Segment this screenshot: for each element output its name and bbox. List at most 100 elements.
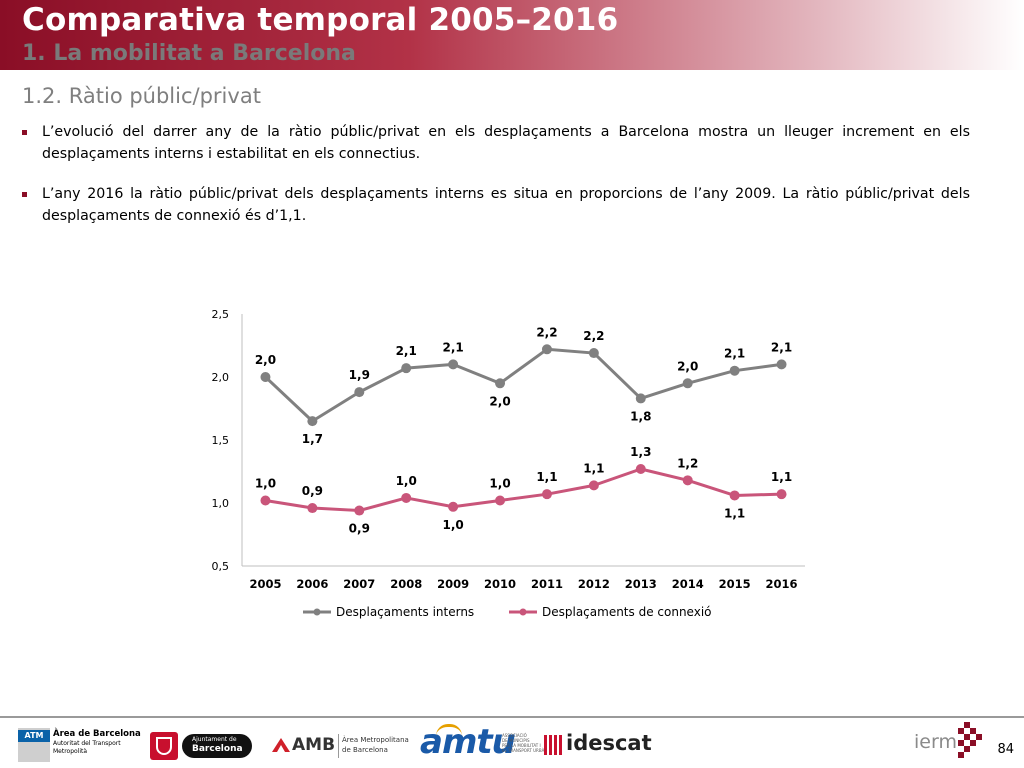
idescat-name: idescat [566,731,652,755]
data-label: 1,8 [630,409,651,423]
idescat-logo: idescat [542,728,652,762]
chevron-arrow-icon [272,738,290,752]
page-title: Comparativa temporal 2005–2016 [22,2,619,38]
atm-line3: Metropolità [53,748,88,755]
series-line-1 [264,347,782,423]
amb-name: AMB [292,735,336,755]
bullet-text: L’any 2016 la ràtio públic/privat dels d… [42,186,970,224]
pixel-mark-icon [958,722,982,758]
series-line-2 [265,467,782,513]
data-point [682,378,693,389]
data-point [588,348,599,359]
data-point [307,503,318,514]
data-point [729,365,740,376]
bullet-list: L’evolució del darrer any de la ràtio pú… [22,122,970,246]
data-label: 1,0 [442,518,463,532]
data-label: 1,1 [724,506,745,520]
data-point [682,475,693,486]
bullet-text: L’evolució del darrer any de la ràtio pú… [42,124,970,162]
data-label: 2,1 [771,340,792,354]
ajuntament-logo: Ajuntament de Barcelona [150,728,254,762]
arc-icon [436,724,462,739]
ajuntament-line1: Ajuntament de [192,736,237,743]
bullet-item: L’evolució del darrer any de la ràtio pú… [22,122,970,165]
data-label: 1,0 [396,474,417,488]
data-point [776,489,787,500]
data-label: 2,0 [677,359,698,373]
amtu-line4: EL TRANSPORT URBÀ [502,748,545,753]
x-tick-label: 2015 [719,577,751,591]
page-number: 84 [997,742,1014,757]
data-label: 2,1 [724,347,745,361]
amb-line1: Àrea Metropolitana [342,736,409,744]
data-label: 2,0 [489,394,510,408]
data-point [354,505,365,516]
bullet-square-icon [22,192,27,197]
data-point [448,359,459,370]
iermb-name: ierm [914,731,957,753]
x-tick-label: 2007 [343,577,375,591]
x-tick-label: 2010 [484,577,516,591]
y-tick-label: 1,5 [212,434,230,447]
data-point [495,378,506,389]
ratio-line-chart: 0,5 1,0 1,5 2,0 2,5 2005 2006 2007 2008 2009 2010 2… [212,308,805,619]
x-tick-label: 2012 [578,577,610,591]
data-label: 2,1 [396,344,417,358]
amtu-logo: amtu ASSOCIACIÓ DE MUNICIPIS PER LA MOBI… [420,722,544,762]
data-label: 2,0 [255,353,276,367]
atm-logo: ATM Àrea de Barcelona Autoritat del Tran… [18,728,141,762]
amb-line2: de Barcelona [342,746,388,754]
atm-badge: ATM [18,730,50,742]
data-point [495,495,506,506]
data-point [448,501,459,512]
atm-line1: Àrea de Barcelona [53,729,141,739]
shield-icon [150,732,178,760]
page-subtitle: 1. La mobilitat a Barcelona [22,41,356,66]
data-label: 2,2 [536,325,557,339]
data-point [588,480,599,491]
amtu-line2: DE MUNICIPIS [502,738,530,743]
x-tick-label: 2008 [390,577,422,591]
data-label: 1,0 [255,476,276,490]
data-label: 1,2 [677,456,698,470]
data-point [635,393,646,404]
y-tick-label: 0,5 [212,560,230,573]
iermb-logo: ierm [914,722,986,762]
amb-logo: AMB Àrea Metropolitana de Barcelona [272,728,409,762]
data-point [729,490,740,501]
data-point [354,387,365,398]
data-label: 2,1 [442,340,463,354]
data-label: 1,1 [536,470,557,484]
legend-swatch-marker [519,608,527,616]
data-label: 1,1 [583,461,604,475]
data-label: 0,9 [349,522,370,536]
y-tick-label: 2,5 [212,308,230,321]
data-point [635,463,646,474]
ajuntament-line2: Barcelona [192,744,243,754]
legend-label: Desplaçaments de connexió [542,605,712,619]
section-title: 1.2. Ràtio públic/privat [22,84,261,108]
footer-divider [0,716,1024,718]
x-tick-label: 2014 [672,577,704,591]
data-point [307,416,318,427]
x-tick-label: 2009 [437,577,469,591]
data-point [541,344,552,355]
amtu-line3: PER LA MOBILITAT I [502,743,541,748]
atm-line2: Autoritat del Transport [53,740,121,747]
data-label: 1,1 [771,470,792,484]
legend-swatch-marker [313,608,321,616]
x-tick-label: 2011 [531,577,563,591]
bullet-item: L’any 2016 la ràtio públic/privat dels d… [22,184,970,227]
data-label: 1,7 [302,432,323,446]
bullet-square-icon [22,130,27,135]
y-tick-label: 2,0 [212,371,230,384]
x-tick-label: 2005 [249,577,281,591]
x-tick-label: 2016 [766,577,798,591]
data-label: 1,3 [630,445,651,459]
data-point [776,359,787,370]
legend-label: Desplaçaments interns [336,605,474,619]
x-tick-label: 2013 [625,577,657,591]
data-point [401,363,412,374]
data-point [260,495,271,506]
data-label: 0,9 [302,484,323,498]
